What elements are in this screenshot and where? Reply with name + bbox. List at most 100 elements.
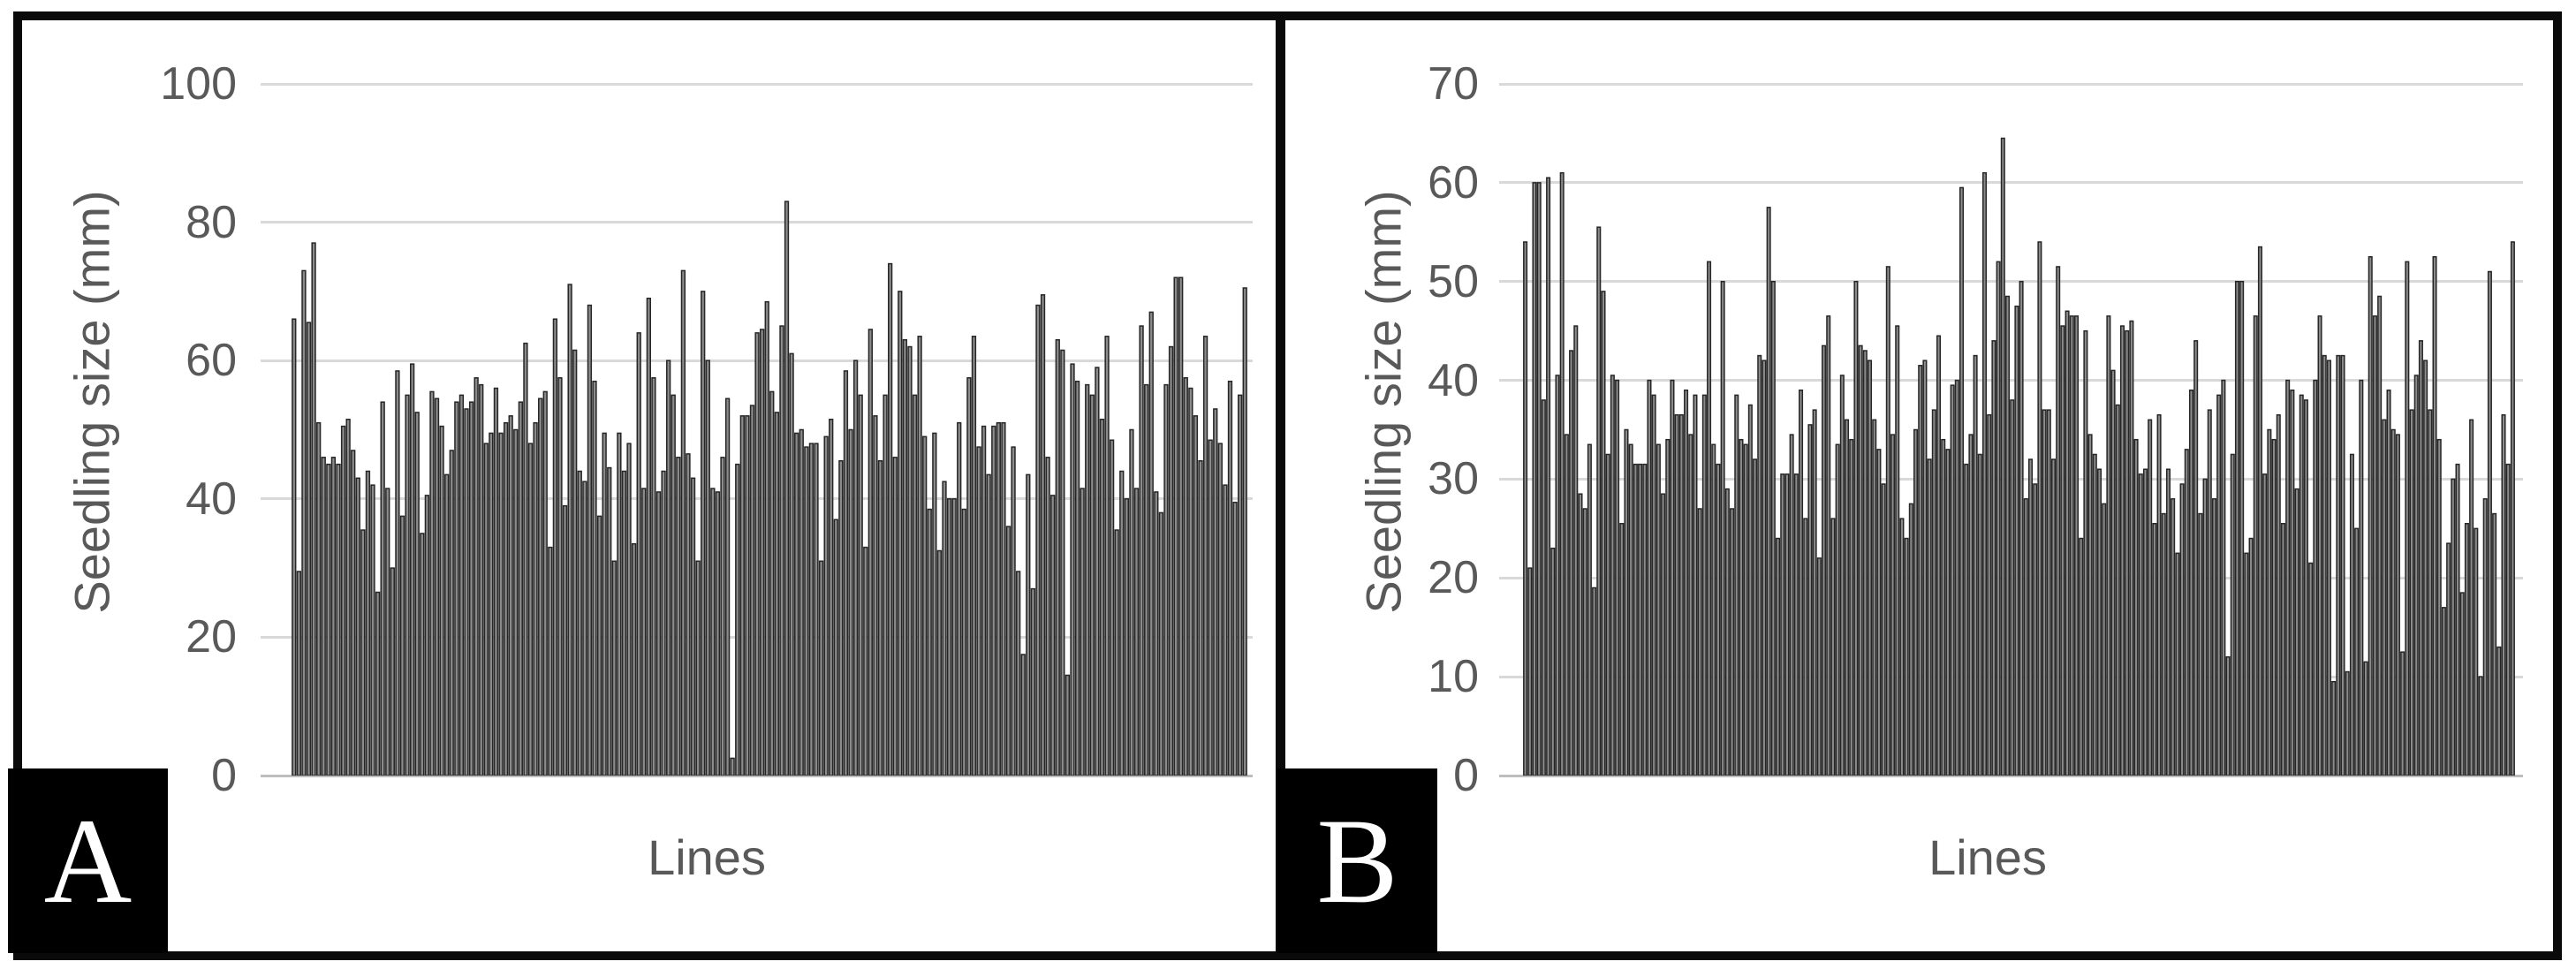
bar	[1941, 438, 1946, 776]
bar	[1035, 304, 1041, 776]
bar	[1835, 443, 1840, 776]
bar	[1661, 493, 1666, 776]
bar	[2110, 369, 2116, 776]
bar	[1701, 394, 1707, 776]
bar	[1208, 439, 1213, 776]
bar	[1532, 182, 1537, 776]
bar	[1739, 438, 1744, 776]
bar	[1655, 443, 1661, 776]
gridline-60	[1499, 181, 2523, 185]
ytick-label-60: 60	[1428, 156, 1479, 208]
bar	[804, 446, 809, 776]
bar	[1816, 557, 1822, 776]
bar	[912, 394, 918, 776]
bar	[405, 394, 410, 776]
bar	[2459, 592, 2465, 776]
bar	[621, 470, 627, 776]
bar	[655, 491, 662, 776]
bar	[1954, 379, 1959, 776]
bar	[2000, 137, 2005, 776]
bar	[607, 466, 612, 776]
bar	[1918, 365, 1923, 776]
bar	[710, 488, 716, 776]
bar	[2257, 246, 2262, 776]
panel-b-xaxis-title: Lines	[1928, 829, 2047, 885]
bar	[2469, 419, 2474, 776]
bar	[1977, 453, 1982, 776]
bar	[2432, 256, 2437, 776]
bar	[852, 360, 859, 776]
bar	[464, 408, 469, 776]
bar	[1987, 413, 1992, 776]
bar	[548, 546, 553, 776]
bar	[1862, 350, 1868, 776]
bar	[1826, 315, 1831, 776]
bar	[1154, 491, 1159, 776]
bar	[1064, 674, 1071, 776]
bar	[917, 336, 922, 776]
bar	[1095, 367, 1100, 776]
bar	[651, 377, 656, 776]
bar	[957, 421, 962, 776]
bar	[2455, 463, 2460, 776]
bar	[2482, 498, 2488, 776]
bar	[2060, 325, 2065, 776]
bar	[523, 342, 528, 776]
bar	[641, 488, 647, 776]
bar	[538, 397, 543, 776]
bar	[1223, 484, 1228, 776]
bar	[1227, 380, 1233, 776]
bar	[1996, 261, 2001, 776]
bar	[2056, 266, 2061, 776]
bar	[1770, 280, 1776, 776]
bar	[1011, 446, 1016, 776]
bar	[1707, 261, 1712, 776]
bar	[2202, 478, 2208, 776]
bar	[789, 352, 794, 776]
bar	[1163, 383, 1169, 776]
bar	[1684, 390, 1689, 776]
bar	[2193, 340, 2199, 776]
bar	[1045, 457, 1050, 776]
bar	[898, 291, 903, 776]
bar	[1237, 394, 1243, 776]
bar	[2276, 413, 2281, 776]
bar	[2395, 434, 2400, 776]
bar	[1922, 360, 1928, 776]
bar	[321, 457, 326, 776]
bar	[883, 394, 888, 776]
ytick-label-80: 80	[186, 196, 237, 248]
bar	[986, 473, 991, 776]
bar	[735, 463, 740, 776]
bar	[2299, 394, 2304, 776]
bar	[1950, 384, 1955, 776]
bar	[1523, 241, 1528, 776]
bar	[2083, 329, 2088, 776]
bar	[2400, 651, 2406, 776]
bar	[2129, 320, 2134, 776]
bar	[1822, 344, 1827, 776]
bar	[2317, 315, 2322, 776]
bar	[2359, 379, 2364, 776]
bar	[2313, 379, 2318, 776]
bar	[1070, 363, 1075, 776]
gridline-80	[261, 221, 1253, 224]
bar	[2331, 680, 2337, 776]
bar	[2390, 428, 2396, 776]
bar	[2446, 542, 2451, 776]
bar	[1753, 458, 1758, 776]
bar	[1858, 344, 1863, 776]
bar	[577, 470, 582, 776]
bar	[2290, 390, 2295, 776]
bar	[326, 463, 331, 776]
bar	[1973, 354, 1978, 776]
bar	[1050, 495, 1056, 776]
bar	[907, 345, 913, 776]
bar	[503, 421, 509, 776]
panel-a-label-box: A	[8, 768, 168, 953]
bar	[745, 415, 750, 776]
bar	[2175, 552, 2180, 776]
bar	[498, 432, 504, 776]
bar	[646, 297, 651, 776]
bar	[892, 457, 898, 776]
